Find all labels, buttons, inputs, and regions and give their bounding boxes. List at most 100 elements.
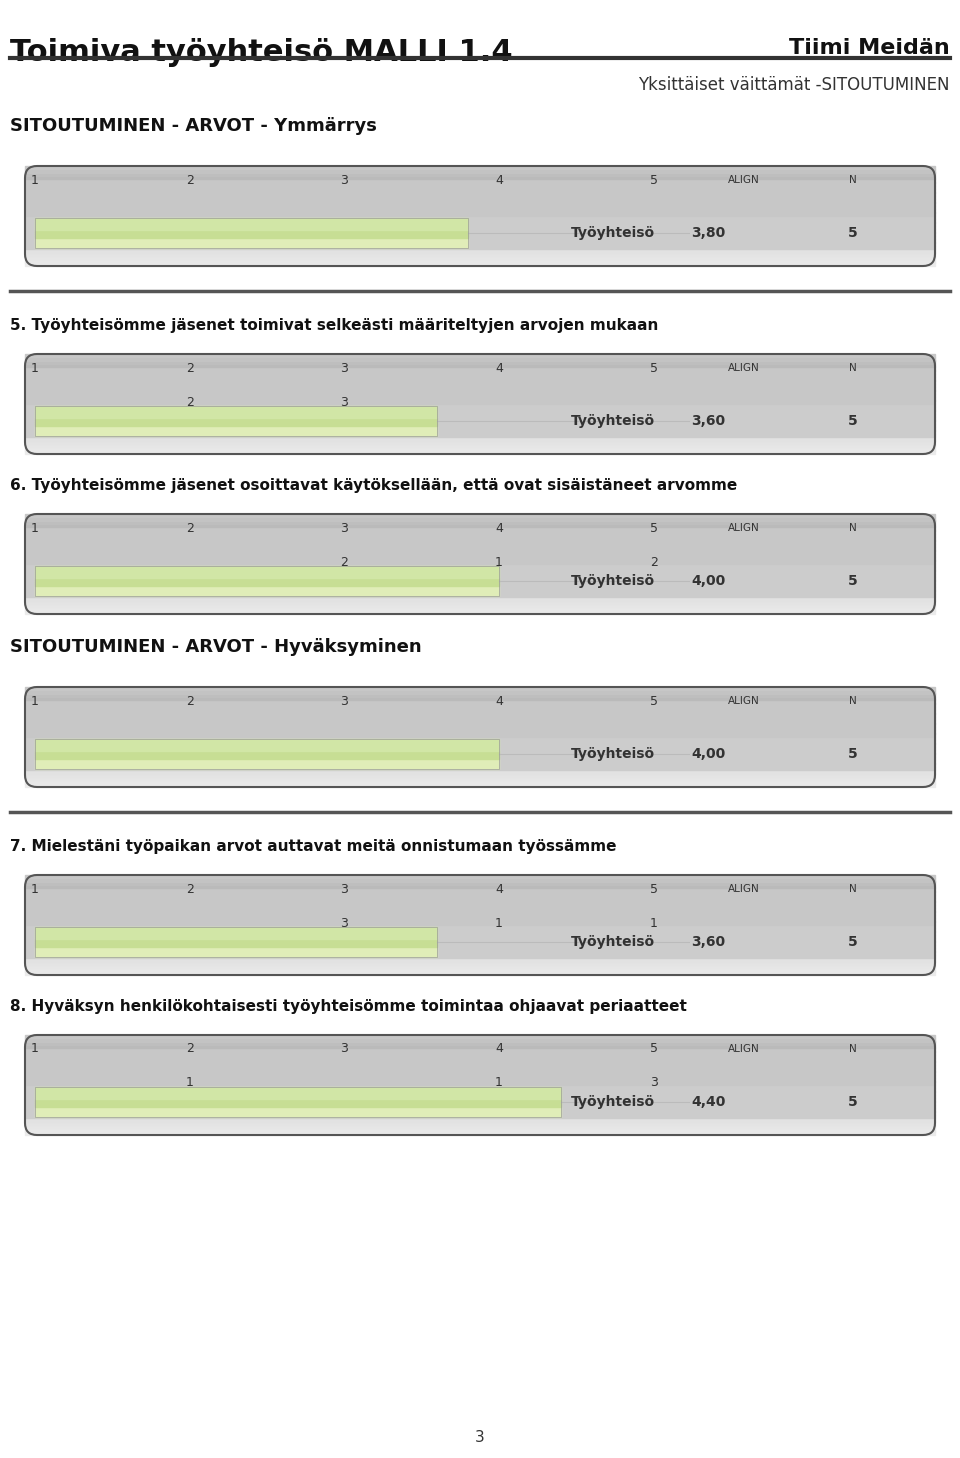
Bar <box>35 739 499 768</box>
Bar <box>35 432 437 434</box>
Bar <box>25 182 935 187</box>
Text: 1: 1 <box>31 174 39 187</box>
Bar <box>35 592 499 593</box>
Bar <box>25 410 935 414</box>
Bar <box>25 965 935 968</box>
Text: 5: 5 <box>849 414 858 429</box>
Bar <box>25 1044 935 1048</box>
Bar <box>25 580 935 585</box>
Bar <box>25 770 935 774</box>
Bar <box>25 1067 935 1072</box>
Bar <box>25 534 935 538</box>
Bar <box>35 233 468 236</box>
Bar <box>25 895 935 898</box>
Bar <box>25 746 935 751</box>
Bar <box>25 531 935 534</box>
Bar <box>25 423 935 427</box>
Text: 2: 2 <box>341 555 348 569</box>
Bar <box>25 245 935 249</box>
Text: SITOUTUMINEN - ARVOT - Ymmärrys: SITOUTUMINEN - ARVOT - Ymmärrys <box>10 118 377 136</box>
Bar <box>35 935 437 937</box>
Bar <box>25 713 935 717</box>
Bar <box>25 697 935 700</box>
Bar <box>25 1101 935 1105</box>
Text: 3,80: 3,80 <box>691 226 726 241</box>
Bar <box>25 440 935 445</box>
Text: 3: 3 <box>341 362 348 375</box>
Bar <box>25 397 935 401</box>
Bar <box>25 242 935 246</box>
Text: 4: 4 <box>495 362 503 375</box>
Text: 5: 5 <box>650 882 658 895</box>
Text: 1: 1 <box>650 917 658 930</box>
Text: Toimiva työyhteisö MALLI 1.4: Toimiva työyhteisö MALLI 1.4 <box>10 38 513 67</box>
Text: 3,60: 3,60 <box>691 414 726 429</box>
Bar <box>35 940 437 943</box>
Bar <box>25 1095 935 1098</box>
Bar <box>35 763 499 765</box>
Bar <box>35 408 437 410</box>
Text: 5: 5 <box>650 1042 658 1056</box>
Bar <box>35 927 437 956</box>
Bar <box>25 1128 935 1131</box>
Bar <box>35 741 499 744</box>
Bar <box>35 929 437 932</box>
Bar <box>25 557 935 561</box>
Bar <box>25 942 935 945</box>
Bar <box>25 353 935 357</box>
Bar <box>25 908 935 911</box>
Bar <box>25 914 935 919</box>
Bar <box>35 1105 561 1107</box>
Bar <box>25 255 935 260</box>
Text: 2: 2 <box>186 362 194 375</box>
Text: 2: 2 <box>186 882 194 895</box>
Bar <box>35 433 437 436</box>
Text: Työyhteisö: Työyhteisö <box>571 574 655 588</box>
Bar <box>25 937 935 942</box>
Bar <box>35 752 499 755</box>
Bar <box>35 939 437 940</box>
Bar <box>35 589 499 592</box>
Bar <box>25 206 935 210</box>
Bar <box>25 560 935 564</box>
Text: 5: 5 <box>650 362 658 375</box>
Bar <box>25 700 935 704</box>
Text: 5: 5 <box>650 694 658 707</box>
Bar <box>25 783 935 787</box>
Bar <box>25 601 935 604</box>
Bar <box>25 911 935 916</box>
Bar <box>35 573 499 576</box>
Bar <box>35 421 437 424</box>
Bar <box>25 878 935 882</box>
Bar <box>25 596 935 601</box>
Bar <box>35 1115 561 1117</box>
Bar <box>25 723 935 728</box>
Bar <box>25 169 935 172</box>
Bar <box>25 609 935 614</box>
Bar <box>25 948 935 952</box>
Bar <box>25 381 935 383</box>
Bar <box>35 410 437 413</box>
Text: 1: 1 <box>495 555 503 569</box>
Bar <box>25 172 935 176</box>
Text: Työyhteisö: Työyhteisö <box>571 1095 655 1110</box>
Bar <box>25 961 935 965</box>
Bar <box>25 687 935 690</box>
Bar <box>25 226 935 229</box>
Text: 2: 2 <box>186 1042 194 1056</box>
Bar <box>35 220 468 222</box>
Bar <box>35 739 499 741</box>
Bar <box>25 773 935 777</box>
Bar <box>25 213 935 216</box>
Bar <box>35 933 437 935</box>
Bar <box>35 751 499 752</box>
Bar <box>25 190 935 192</box>
Bar <box>35 417 437 420</box>
Text: 3: 3 <box>341 1042 348 1056</box>
Bar <box>25 716 935 720</box>
Bar <box>35 1092 561 1095</box>
Bar <box>35 1108 561 1111</box>
Bar <box>25 1035 935 1038</box>
Bar <box>25 523 935 528</box>
Bar <box>25 550 935 554</box>
